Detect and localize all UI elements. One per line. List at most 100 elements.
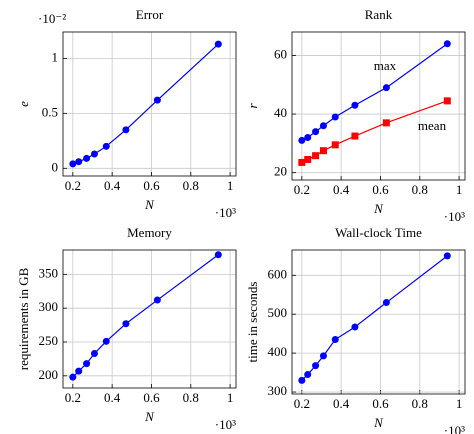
chart-title: Memory	[127, 225, 172, 240]
data-point	[382, 299, 390, 307]
y-tick-label: 400	[268, 344, 288, 359]
x-tick-label: 1	[227, 390, 234, 405]
data-point	[312, 362, 320, 370]
data-point	[75, 158, 83, 166]
y-axis-label: r	[245, 103, 260, 109]
chart-title: Rank	[365, 7, 393, 22]
data-point	[319, 352, 327, 360]
data-point	[304, 155, 312, 163]
data-point	[69, 160, 77, 168]
y-tick-label: 300	[39, 299, 59, 314]
data-point	[298, 136, 306, 144]
plot-frame	[62, 31, 237, 177]
x-tick-label: 0.4	[333, 396, 350, 411]
data-point	[443, 40, 451, 48]
y-tick-label: 0	[52, 159, 59, 174]
y-axis-label: requirements in GB	[16, 267, 31, 370]
data-point	[351, 132, 359, 140]
x-tick-label: 1	[456, 182, 463, 197]
data-point	[351, 101, 359, 109]
data-point	[319, 122, 327, 130]
y-tick-label: 300	[268, 383, 288, 398]
series-line	[72, 43, 219, 165]
y-tick-label: 1	[52, 49, 59, 64]
data-point	[312, 152, 320, 160]
y-tick-label: 500	[268, 305, 288, 320]
x-tick-label: 0.4	[104, 178, 121, 193]
chart-title: Error	[136, 7, 164, 22]
x-tick-label: 0.8	[412, 182, 428, 197]
series-label: max	[374, 58, 397, 73]
data-point	[331, 141, 339, 149]
data-point	[319, 147, 327, 155]
plot-frame	[291, 31, 466, 181]
y-tick-label: 20	[274, 164, 287, 179]
data-point	[351, 323, 359, 331]
data-point	[153, 296, 161, 304]
x-tick-label: 0.2	[294, 396, 310, 411]
data-point	[443, 252, 451, 260]
x-tick-label: 0.2	[65, 178, 81, 193]
plot-frame	[62, 249, 237, 389]
data-point	[122, 320, 130, 328]
x-multiplier: ·10³	[215, 417, 236, 432]
x-tick-label: 0.4	[104, 390, 121, 405]
data-point	[153, 96, 161, 104]
data-point	[69, 373, 77, 381]
chart-title: Wall-clock Time	[335, 225, 422, 240]
x-multiplier: ·10³	[444, 423, 465, 434]
series-label: mean	[418, 118, 447, 133]
x-axis-label: N	[373, 201, 384, 216]
data-point	[443, 97, 451, 105]
data-point	[304, 134, 312, 142]
y-tick-label: 600	[268, 266, 288, 281]
data-point	[90, 350, 98, 357]
x-tick-label: 0.6	[372, 396, 389, 411]
data-point	[83, 360, 91, 368]
x-tick-label: 1	[227, 178, 234, 193]
y-tick-label: 60	[274, 46, 287, 61]
data-point	[382, 84, 390, 92]
y-tick-label: 350	[39, 265, 59, 280]
data-point	[331, 113, 339, 121]
data-point	[331, 336, 339, 344]
y-tick-label: 200	[39, 367, 59, 382]
y-axis-label: time in seconds	[245, 282, 260, 363]
x-multiplier: ·10³	[444, 209, 465, 224]
data-point	[90, 150, 98, 158]
x-axis-label: N	[144, 409, 155, 424]
x-tick-label: 0.6	[143, 178, 160, 193]
x-tick-label: 0.8	[183, 390, 199, 405]
series-line	[301, 255, 448, 381]
data-point	[304, 371, 312, 379]
data-point	[75, 367, 83, 375]
plot-frame	[291, 249, 466, 395]
data-point	[298, 376, 306, 384]
x-tick-label: 1	[456, 396, 463, 411]
x-tick-label: 0.2	[294, 182, 310, 197]
y-tick-label: 40	[274, 105, 287, 120]
x-tick-label: 0.8	[412, 396, 428, 411]
x-multiplier: ·10³	[215, 205, 236, 220]
data-point	[83, 154, 91, 162]
y-tick-label: 250	[39, 333, 59, 348]
data-point	[382, 119, 390, 127]
data-point	[102, 337, 110, 345]
x-axis-label: N	[144, 197, 155, 212]
x-tick-label: 0.6	[143, 390, 160, 405]
data-point	[214, 251, 222, 259]
y-axis-label: e	[16, 101, 31, 107]
y-tick-label: 0.5	[42, 104, 58, 119]
x-tick-label: 0.4	[333, 182, 350, 197]
data-point	[102, 142, 110, 150]
data-point	[122, 126, 130, 134]
x-tick-label: 0.6	[372, 182, 389, 197]
data-point	[312, 128, 320, 136]
y-multiplier: ·10⁻²	[38, 11, 66, 26]
x-tick-label: 0.2	[65, 390, 81, 405]
data-point	[214, 40, 222, 48]
x-axis-label: N	[373, 415, 384, 430]
x-tick-label: 0.8	[183, 178, 199, 193]
series-line	[72, 254, 219, 378]
